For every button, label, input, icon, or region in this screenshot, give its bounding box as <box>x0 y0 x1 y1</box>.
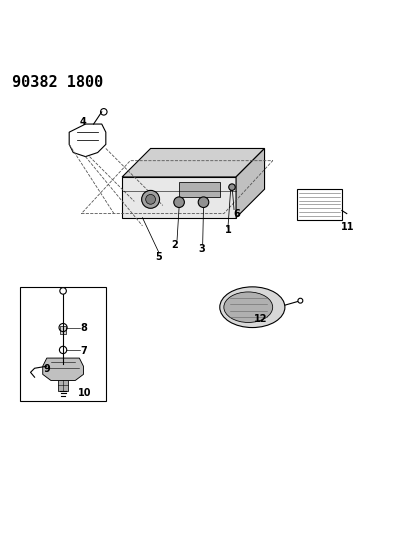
Circle shape <box>229 184 235 190</box>
Polygon shape <box>236 149 265 217</box>
Text: 5: 5 <box>155 252 162 262</box>
Circle shape <box>60 288 66 294</box>
Ellipse shape <box>224 292 273 322</box>
Text: 3: 3 <box>198 244 205 254</box>
Text: 8: 8 <box>81 324 88 333</box>
Text: 6: 6 <box>234 208 240 219</box>
Text: 7: 7 <box>81 346 88 356</box>
Polygon shape <box>122 149 265 177</box>
Text: 2: 2 <box>172 240 178 250</box>
Circle shape <box>298 298 303 303</box>
Bar <box>20 287 106 401</box>
Bar <box>179 182 220 197</box>
Text: 9: 9 <box>44 364 50 374</box>
Circle shape <box>146 195 155 204</box>
Polygon shape <box>122 177 236 217</box>
Text: 12: 12 <box>254 313 267 324</box>
Polygon shape <box>43 358 83 381</box>
Bar <box>60 326 66 334</box>
Text: 11: 11 <box>341 222 355 232</box>
Text: 10: 10 <box>78 387 92 398</box>
Circle shape <box>142 190 160 208</box>
Circle shape <box>198 197 209 207</box>
Bar <box>297 189 342 220</box>
Text: 4: 4 <box>80 117 87 127</box>
Circle shape <box>174 197 184 207</box>
Text: 90382 1800: 90382 1800 <box>12 75 103 90</box>
Text: 1: 1 <box>225 225 231 235</box>
Ellipse shape <box>220 287 285 328</box>
Bar <box>58 381 68 391</box>
